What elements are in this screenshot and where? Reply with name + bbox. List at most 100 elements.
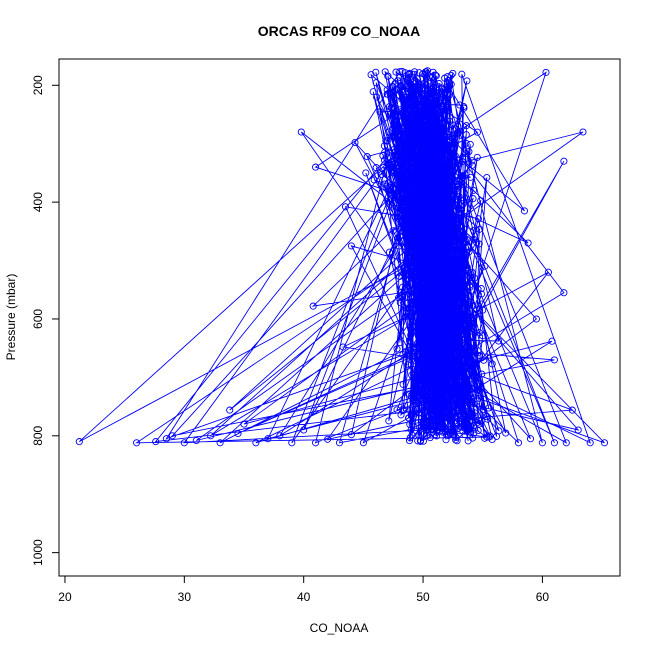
data-point	[382, 184, 390, 192]
data-point	[445, 139, 453, 147]
data-point	[413, 194, 421, 202]
data-point	[462, 122, 471, 130]
data-point	[252, 439, 260, 447]
data-point	[447, 341, 455, 349]
data-point	[309, 302, 317, 310]
data-point	[485, 433, 493, 441]
data-point	[461, 381, 469, 389]
data-point	[414, 437, 422, 445]
data-point	[425, 260, 433, 268]
data-point	[429, 175, 437, 183]
data-point	[412, 397, 421, 405]
data-point	[411, 204, 419, 212]
data-point	[383, 137, 391, 145]
data-point	[436, 333, 444, 341]
data-point	[474, 427, 482, 435]
y-tick-label: 600	[31, 309, 45, 329]
data-point	[451, 426, 459, 434]
data-point	[400, 97, 408, 105]
data-point	[363, 153, 371, 161]
data-point	[480, 356, 488, 364]
data-point	[425, 135, 433, 143]
data-point	[410, 70, 418, 78]
data-point	[394, 234, 402, 242]
data-point	[387, 104, 395, 112]
data-point	[419, 437, 427, 445]
data-point	[409, 412, 417, 421]
data-point	[406, 241, 414, 249]
data-point	[448, 414, 456, 423]
data-point	[406, 146, 414, 154]
data-point	[415, 254, 423, 263]
data-point	[407, 425, 415, 434]
data-point	[422, 96, 430, 104]
data-point	[414, 339, 422, 347]
data-point	[443, 431, 451, 439]
data-point	[548, 337, 556, 345]
data-point	[385, 103, 394, 111]
data-point	[405, 414, 413, 422]
data-point	[481, 262, 489, 270]
data-point	[460, 104, 468, 112]
data-point	[419, 335, 427, 344]
data-point	[458, 245, 466, 253]
data-point	[392, 121, 401, 129]
data-point	[436, 120, 444, 128]
data-point	[568, 406, 576, 414]
data-point	[435, 133, 443, 142]
data-point	[431, 227, 439, 235]
data-point	[433, 262, 441, 270]
data-point	[455, 192, 463, 200]
data-point	[429, 84, 438, 92]
data-point	[416, 83, 424, 91]
data-point	[396, 205, 405, 213]
data-point	[468, 319, 476, 327]
data-point	[454, 424, 462, 432]
data-point	[390, 151, 399, 159]
data-point	[479, 306, 487, 314]
data-point	[464, 352, 472, 360]
data-point	[240, 420, 248, 428]
data-point	[414, 358, 423, 366]
data-point	[434, 216, 442, 224]
data-point	[464, 426, 472, 434]
data-point	[434, 163, 442, 171]
data-point	[380, 163, 388, 172]
data-point	[415, 409, 423, 417]
data-point	[437, 273, 445, 281]
data-point	[419, 318, 427, 326]
data-point	[439, 184, 447, 192]
data-point	[396, 68, 404, 76]
data-point	[423, 73, 431, 81]
data-point	[416, 244, 424, 252]
data-point	[410, 224, 418, 232]
data-point	[469, 186, 478, 194]
data-point	[428, 296, 436, 304]
data-point	[438, 412, 446, 420]
data-point	[465, 248, 473, 256]
data-point	[396, 299, 404, 307]
data-point	[396, 232, 404, 240]
data-point	[466, 409, 474, 417]
data-point	[449, 373, 457, 381]
data-point	[207, 432, 215, 440]
data-point	[450, 187, 458, 195]
data-point	[402, 90, 410, 98]
data-point	[479, 406, 487, 414]
data-point	[457, 401, 465, 409]
data-point	[312, 439, 320, 447]
data-point	[458, 158, 466, 166]
data-point	[444, 323, 452, 331]
data-point	[405, 79, 413, 87]
data-point	[441, 222, 449, 231]
y-tick-label: 200	[31, 75, 45, 95]
data-point	[428, 149, 436, 157]
data-point	[439, 349, 447, 357]
data-point	[362, 169, 370, 177]
data-point	[393, 85, 401, 93]
data-point	[431, 126, 440, 134]
data-point	[433, 257, 441, 265]
x-tick-label: 40	[297, 590, 311, 604]
data-point	[404, 263, 412, 272]
data-point	[417, 368, 425, 376]
